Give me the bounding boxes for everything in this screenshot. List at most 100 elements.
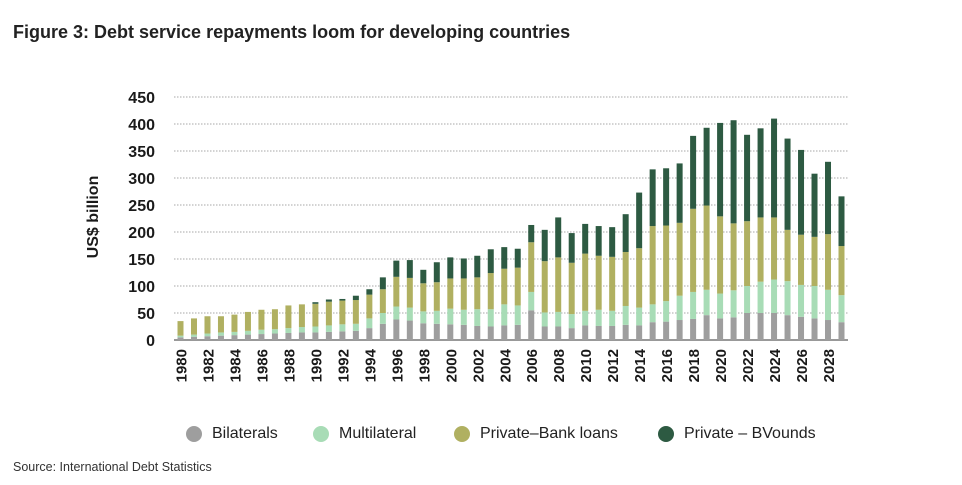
- bar-segment-bank-loans-1986: [258, 309, 265, 330]
- bar-segment-multilateral-2004: [501, 304, 508, 326]
- bar-segment-bilaterals-1997: [406, 320, 413, 340]
- bar-segment-bank-loans-1982: [204, 316, 211, 334]
- bar-segment-bilaterals-1983: [217, 335, 224, 340]
- bar-segment-bilaterals-2008: [555, 326, 562, 340]
- bar-segment-bilaterals-1984: [231, 335, 238, 340]
- source-note: Source: International Debt Statistics: [13, 460, 212, 474]
- bar-segment-bonds-1994: [366, 289, 373, 295]
- bar-segment-bilaterals-1989: [298, 332, 305, 340]
- bar-segment-bonds-2013: [622, 214, 629, 252]
- bar-segment-bonds-2021: [730, 120, 737, 224]
- bar-segment-multilateral-2023: [757, 281, 764, 313]
- y-tick-label: 50: [137, 306, 155, 323]
- bar-segment-multilateral-2029: [838, 295, 845, 323]
- bar-segment-bilaterals-2004: [501, 325, 508, 340]
- bar-segment-bonds-2003: [487, 249, 494, 274]
- bar-segment-bank-loans-1996: [393, 276, 400, 307]
- bar-segment-bonds-2028: [825, 161, 832, 235]
- bar-segment-bilaterals-2017: [676, 320, 683, 340]
- bar-segment-bilaterals-2026: [798, 316, 805, 340]
- bar-segment-multilateral-1983: [217, 332, 224, 336]
- bar-segment-bilaterals-2009: [568, 328, 575, 340]
- bar-segment-bilaterals-2013: [622, 324, 629, 340]
- bar-segment-bonds-2017: [676, 163, 683, 223]
- bar-segment-bonds-1990: [312, 302, 319, 304]
- bar-segment-multilateral-2013: [622, 305, 629, 325]
- bar-segment-bilaterals-1991: [325, 331, 332, 340]
- x-tick-label: 2022: [740, 349, 757, 382]
- bar-segment-multilateral-1980: [177, 335, 184, 338]
- x-tick-label: 2018: [686, 349, 703, 382]
- bar-segment-bank-loans-1992: [339, 300, 346, 325]
- bar-segment-bank-loans-1985: [244, 311, 251, 331]
- bar-segment-bonds-1998: [420, 269, 427, 284]
- x-tick-label: 1984: [227, 348, 244, 382]
- bar-segment-bilaterals-1981: [190, 336, 197, 340]
- bar-segment-multilateral-1985: [244, 330, 251, 335]
- bar-segment-multilateral-1984: [231, 331, 238, 336]
- bar-segment-bonds-2022: [744, 134, 751, 222]
- bar-segment-bonds-2008: [555, 217, 562, 258]
- bar-segment-multilateral-1981: [190, 334, 197, 337]
- bar-segment-bonds-1996: [393, 260, 400, 277]
- x-tick-label: 2000: [443, 349, 460, 382]
- bar-segment-bonds-2016: [663, 168, 670, 226]
- bar-segment-multilateral-1986: [258, 329, 265, 335]
- bar-segment-bank-loans-1993: [352, 300, 359, 324]
- bar-segment-bilaterals-2005: [514, 324, 521, 340]
- bar-segment-bilaterals-1985: [244, 334, 251, 340]
- bar-segment-multilateral-2022: [744, 286, 751, 313]
- legend: Bilaterals Multilateral Private–Bank loa…: [0, 425, 962, 449]
- bar-segment-bilaterals-1990: [312, 332, 319, 340]
- bar-segment-bonds-2025: [784, 138, 791, 230]
- bar-segment-bilaterals-2029: [838, 322, 845, 340]
- bar-segment-bonds-2010: [582, 223, 589, 254]
- bar-segment-bank-loans-2021: [730, 223, 737, 291]
- legend-label: Private – BVounds: [684, 425, 816, 442]
- bar-segment-bank-loans-2012: [609, 256, 616, 311]
- bar-segment-bilaterals-1992: [339, 331, 346, 340]
- bar-segment-bonds-2029: [838, 196, 845, 247]
- bar-segment-multilateral-1982: [204, 333, 211, 337]
- bar-segment-bonds-2002: [474, 255, 481, 278]
- bar-segment-bank-loans-1995: [379, 289, 386, 313]
- bar-segment-multilateral-2012: [609, 310, 616, 326]
- x-tick-label: 1980: [174, 349, 191, 382]
- bar-segment-bonds-2024: [771, 118, 778, 218]
- legend-item-multilateral: Multilateral: [313, 425, 416, 443]
- bar-segment-bank-loans-1980: [177, 321, 184, 336]
- legend-item-bank-loans: Private–Bank loans: [454, 425, 618, 443]
- bar-segment-multilateral-1999: [433, 310, 440, 324]
- x-tick-label: 1994: [362, 348, 379, 382]
- x-tick-label: 2008: [551, 349, 568, 382]
- bar-segment-bonds-2018: [690, 135, 697, 209]
- bar-segment-bank-loans-1981: [190, 318, 197, 335]
- bar-segment-bank-loans-2028: [825, 234, 832, 290]
- legend-label: Bilaterals: [212, 425, 278, 442]
- bar-segment-bonds-2009: [568, 233, 575, 263]
- bar-segment-multilateral-2010: [582, 310, 589, 326]
- bar-segment-bank-loans-2029: [838, 246, 845, 296]
- x-tick-label: 2020: [713, 349, 730, 382]
- legend-swatch: [454, 426, 470, 442]
- bar-segment-bilaterals-2023: [757, 313, 764, 340]
- bar-segment-multilateral-2005: [514, 305, 521, 325]
- bar-segment-multilateral-2025: [784, 281, 791, 316]
- bar-segment-bank-loans-2004: [501, 268, 508, 305]
- y-tick-label: 350: [128, 144, 155, 161]
- bar-segment-bank-loans-2019: [703, 205, 710, 290]
- legend-label: Private–Bank loans: [480, 425, 618, 442]
- y-tick-label: 100: [128, 279, 155, 296]
- bar-segment-bonds-2020: [717, 122, 724, 217]
- bar-segment-bank-loans-1989: [298, 304, 305, 328]
- x-tick-label: 1988: [281, 349, 298, 382]
- bar-segment-multilateral-2011: [595, 309, 602, 326]
- bar-segment-multilateral-1991: [325, 325, 332, 332]
- legend-item-bilaterals: Bilaterals: [186, 425, 278, 443]
- bar-segment-bank-loans-2023: [757, 217, 764, 282]
- bar-segment-bilaterals-1999: [433, 323, 440, 340]
- bar-segment-multilateral-2017: [676, 295, 683, 321]
- y-tick-label: 0: [146, 333, 155, 350]
- bar-segment-bilaterals-2002: [474, 325, 481, 340]
- y-tick-label: 250: [128, 198, 155, 215]
